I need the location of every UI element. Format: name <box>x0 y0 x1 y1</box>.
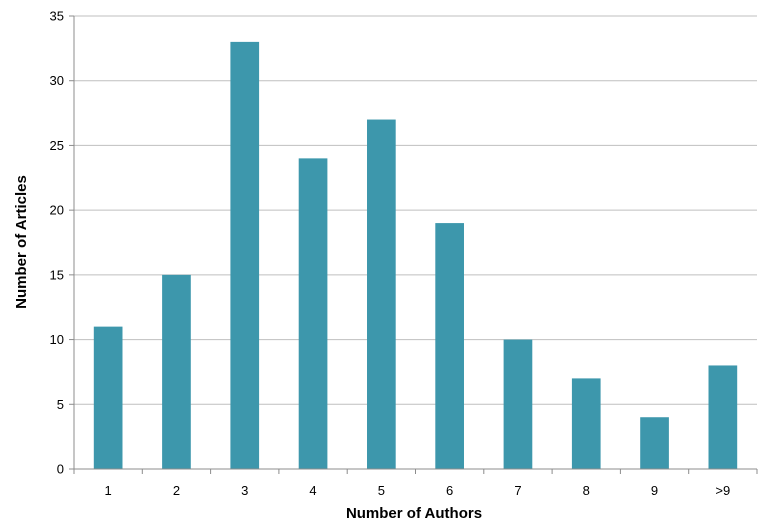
x-tick-label: 3 <box>241 483 248 498</box>
x-tick-label: >9 <box>715 483 730 498</box>
y-tick-label: 5 <box>57 397 64 412</box>
y-tick-label: 10 <box>50 332 64 347</box>
bar-gt9 <box>708 365 738 469</box>
x-tick-labels: 1 2 3 4 5 6 7 8 9 >9 <box>105 483 731 498</box>
x-tick-label: 4 <box>309 483 316 498</box>
y-tick-labels: 0 5 10 15 20 25 30 35 <box>50 9 64 477</box>
bar-3 <box>230 41 260 470</box>
x-axis-title: Number of Authors <box>346 505 482 522</box>
x-tick-label: 9 <box>651 483 658 498</box>
bar-2 <box>162 274 191 469</box>
x-tick-label: 8 <box>583 483 590 498</box>
x-tick-label: 2 <box>173 483 180 498</box>
bar-6 <box>435 223 464 469</box>
y-tick-label: 30 <box>50 73 64 88</box>
x-tick-label: 7 <box>514 483 521 498</box>
x-tick-label: 6 <box>446 483 453 498</box>
y-tick-label: 35 <box>50 9 64 24</box>
y-tick-label: 25 <box>50 138 64 153</box>
bar-9 <box>640 417 669 469</box>
y-tick-label: 15 <box>50 267 64 282</box>
y-tick-label: 20 <box>50 203 64 218</box>
bars <box>93 41 738 470</box>
bar-1 <box>93 326 123 469</box>
bar-8 <box>571 378 601 469</box>
bar-4 <box>298 158 328 469</box>
bar-7 <box>503 339 533 469</box>
x-tick-label: 5 <box>378 483 385 498</box>
y-tick-label: 0 <box>57 462 64 477</box>
x-tick-label: 1 <box>105 483 112 498</box>
axes <box>69 15 758 474</box>
bar-5 <box>367 119 396 470</box>
y-axis-title: Number of Articles <box>13 175 30 309</box>
